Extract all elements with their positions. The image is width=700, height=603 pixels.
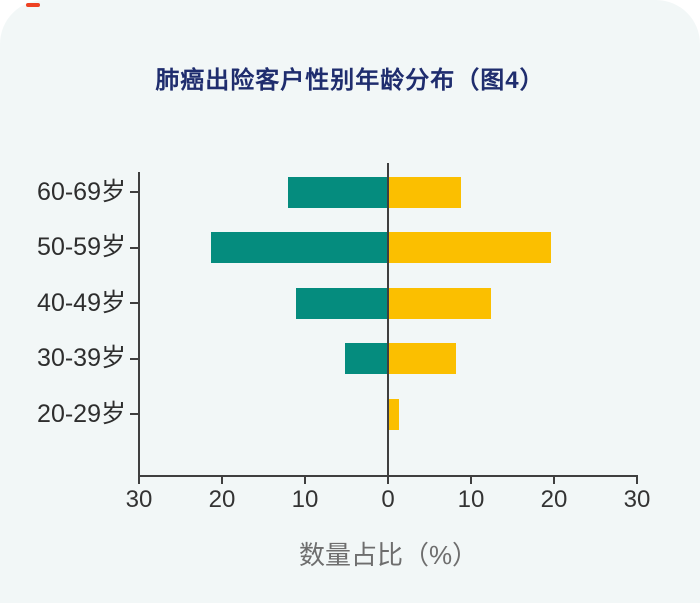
x-axis-tick: [636, 476, 638, 484]
y-axis-category-label: 60-69岁: [37, 177, 126, 206]
zero-axis-line: [387, 163, 389, 476]
y-axis-category-label: 20-29岁: [37, 399, 126, 428]
y-axis-category-label: 30-39岁: [37, 344, 126, 372]
x-axis-tick: [304, 476, 306, 484]
y-axis-tick: [130, 246, 139, 249]
x-axis-tick: [138, 476, 140, 484]
x-axis-tick-label: 30: [623, 486, 651, 513]
bar-left-3: [344, 343, 388, 374]
y-axis-tick: [130, 191, 139, 193]
bar-left-0: [288, 176, 388, 208]
bar-right-2: [388, 287, 492, 319]
x-axis-tick-label: 30: [125, 486, 153, 513]
bar-right-4: [388, 398, 399, 430]
x-axis-tick: [387, 476, 389, 484]
x-axis-tick-label: 0: [381, 486, 395, 513]
x-axis-tick-label: 20: [540, 486, 568, 513]
x-axis-tick: [553, 476, 555, 484]
y-axis-category-label: 50-59岁: [37, 233, 126, 261]
bar-right-3: [388, 343, 457, 374]
chart-title: 肺癌出险客户性别年龄分布（图4）: [155, 67, 545, 94]
y-axis-category-label: 40-49岁: [37, 288, 126, 317]
y-axis-tick: [130, 413, 139, 415]
y-axis-tick: [130, 302, 139, 304]
bar-right-0: [388, 176, 462, 208]
bar-right-1: [388, 232, 552, 263]
x-axis-title: 数量占比（%）: [298, 540, 479, 570]
x-axis-tick: [221, 476, 223, 484]
y-axis-tick: [130, 357, 139, 360]
red-marker: [26, 3, 40, 7]
y-axis-line: [138, 172, 140, 484]
x-axis-tick-label: 10: [457, 486, 485, 513]
bar-left-1: [210, 232, 388, 263]
bar-left-2: [296, 287, 388, 319]
x-axis-tick-label: 10: [291, 486, 319, 513]
x-axis-tick-label: 20: [208, 486, 236, 513]
x-axis-tick: [470, 476, 472, 484]
